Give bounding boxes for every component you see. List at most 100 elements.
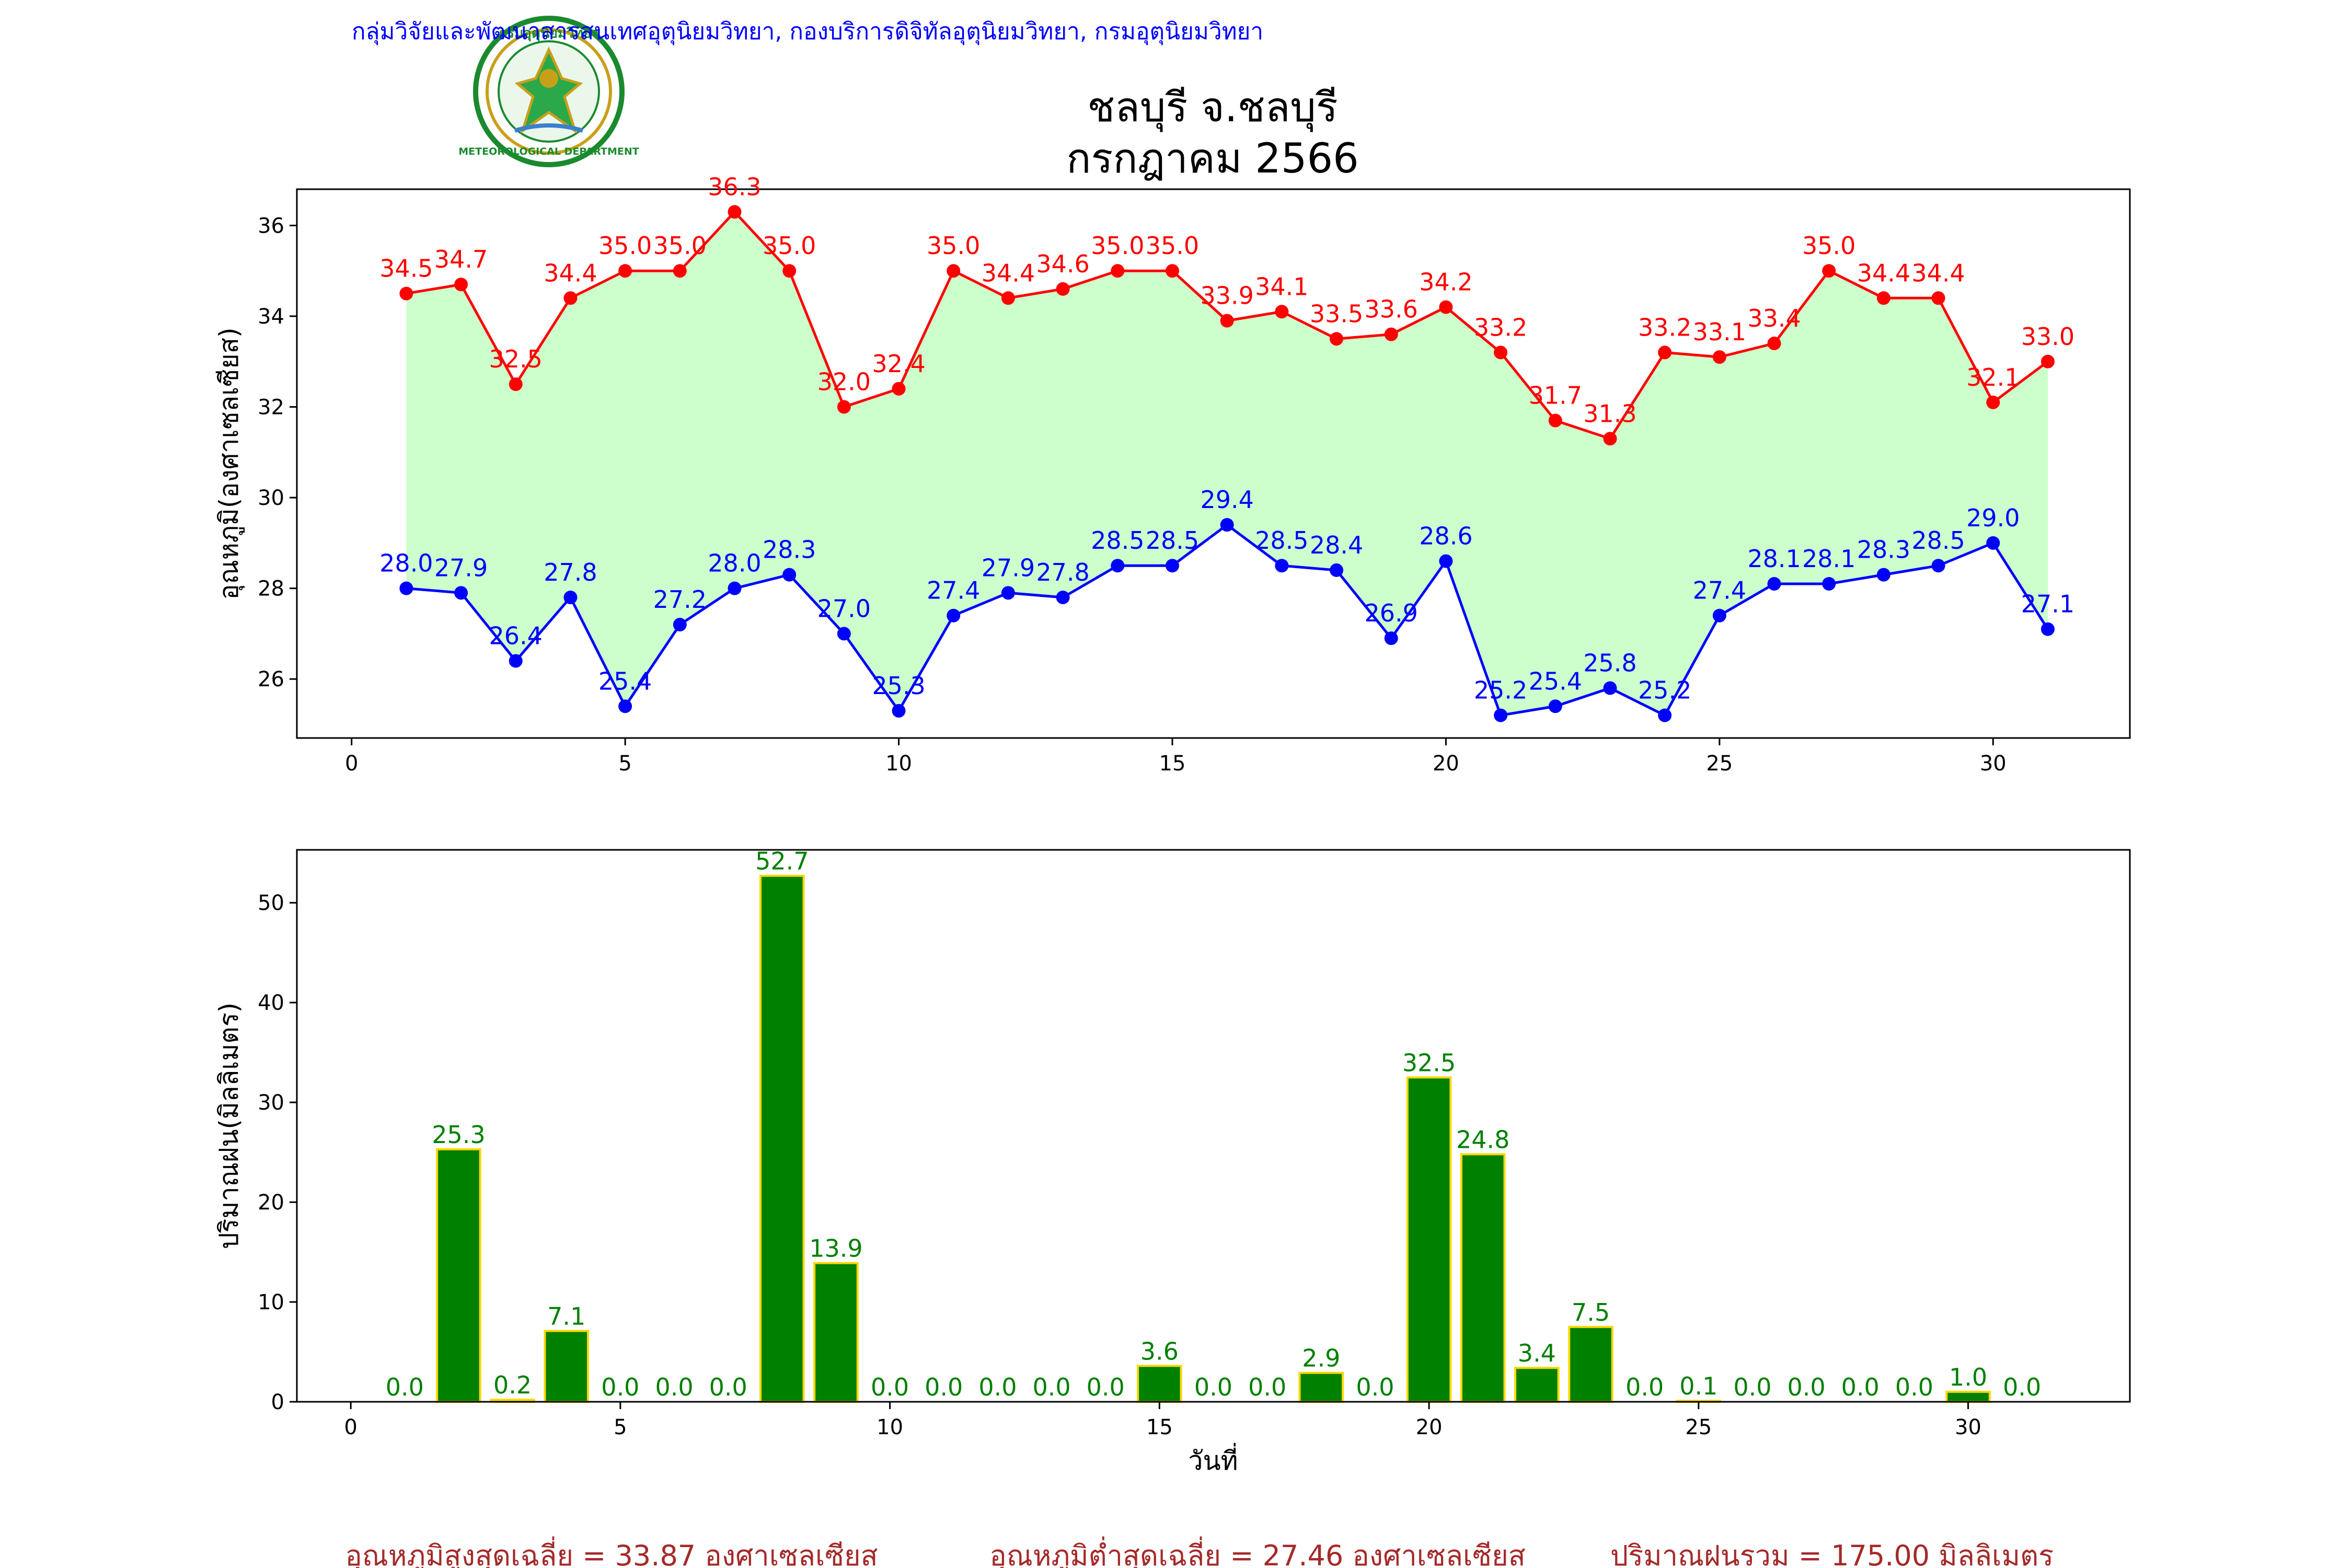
max-temperature-point xyxy=(1931,291,1945,305)
rainfall-y-axis-label: ปริมาณฝน(มิลลิเมตร) xyxy=(214,1002,244,1249)
rainfall-bar xyxy=(1460,1153,1506,1403)
rainfall-x-tick-label: 5 xyxy=(614,1415,627,1439)
temperature-y-tick-label: 36 xyxy=(258,214,284,238)
max-temperature-point xyxy=(947,264,961,278)
max-temperature-point xyxy=(454,278,468,292)
rainfall-data-label: 0.0 xyxy=(386,1373,424,1401)
max-temperature-data-label: 35.0 xyxy=(1802,232,1855,260)
min-temperature-data-label: 29.4 xyxy=(1200,486,1253,514)
max-temperature-data-label: 33.4 xyxy=(1747,304,1801,332)
min-temperature-point xyxy=(399,581,413,595)
rainfall-bar xyxy=(436,1148,481,1403)
rainfall-bar xyxy=(813,1262,859,1403)
max-temperature-point xyxy=(1494,345,1508,360)
rainfall-y-tick-label: 20 xyxy=(258,1191,284,1215)
min-temperature-data-label: 27.0 xyxy=(817,594,871,622)
min-temperature-data-label: 27.2 xyxy=(653,585,707,614)
rainfall-data-label: 0.0 xyxy=(1032,1373,1070,1401)
max-temperature-data-label: 34.5 xyxy=(379,255,433,283)
min-temperature-data-label: 28.6 xyxy=(1419,522,1472,550)
min-temperature-data-label: 27.8 xyxy=(1036,558,1089,586)
min-temperature-data-label: 25.3 xyxy=(872,672,925,700)
max-temperature-data-label: 35.0 xyxy=(1091,232,1144,260)
temperature-x-tick-label: 5 xyxy=(618,752,631,776)
min-temperature-point xyxy=(1165,559,1179,573)
max-temperature-data-label: 34.2 xyxy=(1419,268,1472,296)
min-temperature-data-label: 28.5 xyxy=(1091,526,1144,555)
min-temperature-data-label: 25.2 xyxy=(1638,676,1691,705)
rainfall-bar xyxy=(544,1330,589,1403)
min-temperature-point xyxy=(1822,577,1836,591)
min-temperature-point xyxy=(1439,554,1453,568)
min-temperature-point xyxy=(2040,622,2055,636)
min-temperature-data-label: 25.4 xyxy=(598,667,652,695)
max-temperature-data-label: 33.2 xyxy=(1638,313,1691,341)
min-temperature-point xyxy=(509,654,523,668)
min-temperature-point xyxy=(673,618,687,632)
logo-bottom-text: METEOROLOGICAL DEPARTMENT xyxy=(458,146,639,157)
rainfall-chart: 0.0 25.3 0.2 7.1 0.0 0.0 0.0 52.7 13.9 0.0 0.0 0.0 0… xyxy=(214,847,2131,1476)
rainfall-bar xyxy=(1406,1076,1452,1403)
min-temperature-point xyxy=(1931,559,1945,573)
rainfall-data-label: 0.0 xyxy=(1788,1373,1826,1401)
max-temperature-data-label: 36.3 xyxy=(708,172,761,201)
rainfall-data-label: 0.1 xyxy=(1679,1372,1717,1400)
rainfall-data-label: 13.9 xyxy=(809,1235,862,1263)
max-temperature-data-label: 34.4 xyxy=(1857,259,1910,287)
temperature-y-tick-label: 28 xyxy=(258,577,284,601)
rainfall-x-tick-label: 30 xyxy=(1955,1415,1981,1439)
min-temperature-data-label: 27.8 xyxy=(544,558,597,586)
rainfall-bar xyxy=(1945,1390,1991,1403)
max-temperature-data-label: 34.4 xyxy=(1911,259,1965,287)
temperature-x-tick-label: 25 xyxy=(1706,752,1733,776)
min-temperature-point xyxy=(1056,590,1070,604)
rainfall-data-label: 32.5 xyxy=(1402,1048,1456,1077)
min-temperature-data-label: 26.9 xyxy=(1365,599,1418,627)
max-temperature-data-label: 33.6 xyxy=(1365,295,1418,324)
footer-average-max-temp: อุณหภูมิสูงสุดเฉลี่ย = 33.87 องศาเซลเซีย… xyxy=(345,1536,878,1568)
rainfall-x-tick-label: 25 xyxy=(1685,1415,1712,1439)
rainfall-y-tick-label: 30 xyxy=(258,1091,284,1115)
max-temperature-point xyxy=(563,291,578,305)
min-temperature-point xyxy=(837,627,851,641)
meteorological-department-logo: กรมอุตุนิยมวิทยา METEOROLOGICAL DEPARTME… xyxy=(458,16,639,167)
rainfall-bar xyxy=(1514,1367,1560,1403)
rainfall-x-tick-label: 20 xyxy=(1416,1415,1443,1439)
min-temperature-point xyxy=(1876,568,1890,582)
rainfall-data-label: 0.0 xyxy=(1895,1373,1933,1401)
min-temperature-point xyxy=(1384,631,1398,645)
rainfall-bar xyxy=(1137,1365,1182,1403)
min-temperature-data-label: 28.5 xyxy=(1146,526,1199,555)
max-temperature-point xyxy=(1220,314,1234,328)
min-temperature-point xyxy=(1712,608,1726,622)
rainfall-y-tick-label: 10 xyxy=(258,1290,284,1315)
temperature-x-tick-label: 10 xyxy=(885,752,912,776)
max-temperature-point xyxy=(618,264,632,278)
min-temperature-point xyxy=(1111,559,1125,573)
footer-total-rainfall: ปริมาณฝนรวม = 175.00 มิลลิเมตร xyxy=(1610,1539,2054,1568)
max-temperature-point xyxy=(1712,350,1726,364)
min-temperature-point xyxy=(1275,559,1289,573)
max-temperature-point xyxy=(1384,327,1398,341)
min-temperature-data-label: 28.1 xyxy=(1747,545,1801,573)
max-temperature-point xyxy=(2040,354,2055,368)
rainfall-data-label: 0.0 xyxy=(655,1373,693,1401)
max-temperature-data-label: 35.0 xyxy=(598,232,652,260)
max-temperature-data-label: 33.1 xyxy=(1693,318,1746,346)
min-temperature-data-label: 27.9 xyxy=(982,554,1035,582)
rainfall-data-label: 0.0 xyxy=(1248,1373,1286,1401)
rainfall-y-tick-label: 50 xyxy=(258,891,284,915)
rainfall-data-label: 0.0 xyxy=(1194,1373,1232,1401)
min-temperature-data-label: 28.5 xyxy=(1911,526,1965,555)
max-temperature-data-label: 34.4 xyxy=(544,259,597,287)
max-temperature-data-label: 33.9 xyxy=(1200,282,1253,310)
max-temperature-data-label: 34.4 xyxy=(982,259,1035,287)
max-temperature-point xyxy=(1876,291,1890,305)
rainfall-data-label: 2.9 xyxy=(1302,1344,1340,1373)
rainfall-x-axis-label: วันที่ xyxy=(1188,1443,1238,1476)
rainfall-data-label: 0.0 xyxy=(871,1373,909,1401)
max-temperature-data-label: 32.1 xyxy=(1966,363,2020,391)
max-temperature-data-label: 34.1 xyxy=(1255,272,1308,301)
max-temperature-point xyxy=(728,205,742,219)
temperature-range-band xyxy=(406,212,2048,716)
